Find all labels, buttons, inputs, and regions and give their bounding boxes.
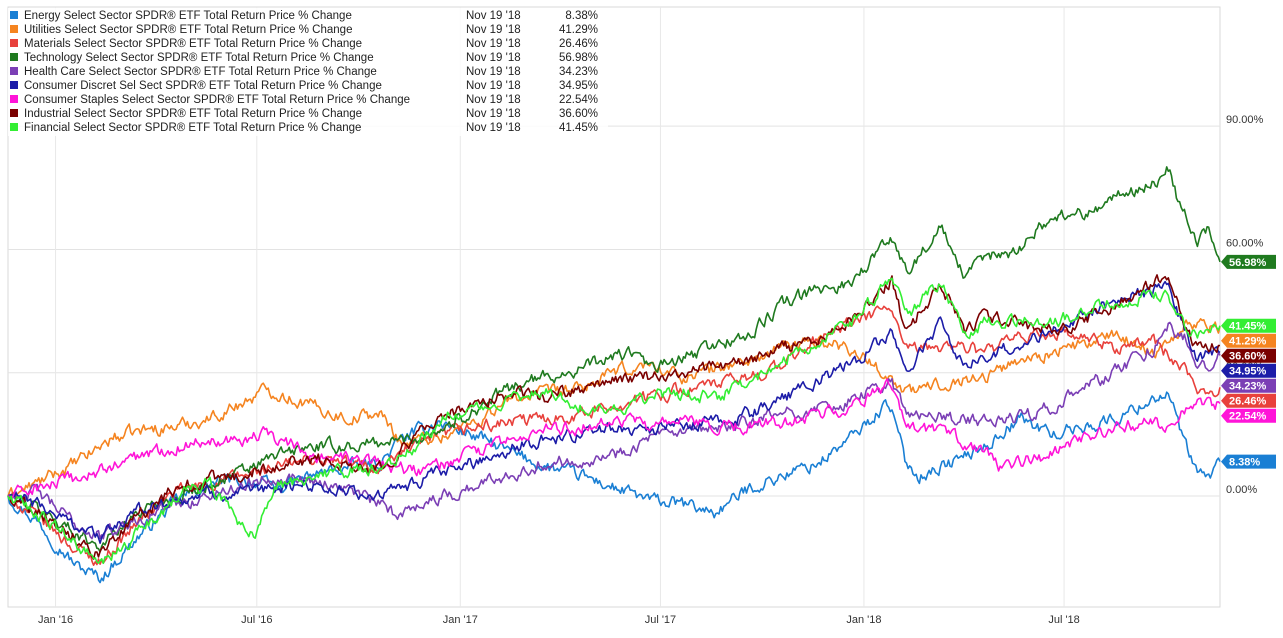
- legend-swatch: [10, 25, 18, 33]
- legend-value: 34.95%: [559, 80, 598, 92]
- last-value-badge: 41.45%: [1221, 318, 1276, 333]
- series-line: [7, 317, 1221, 499]
- legend-date: Nov 19 '18: [466, 66, 521, 78]
- legend-swatch: [10, 109, 18, 117]
- legend-value: 36.60%: [559, 108, 598, 120]
- last-value-badge-label: 34.23%: [1229, 381, 1267, 393]
- legend-series-name: Materials Select Sector SPDR® ETF Total …: [24, 38, 362, 50]
- legend-date: Nov 19 '18: [466, 10, 521, 22]
- legend-series-name: Health Care Select Sector SPDR® ETF Tota…: [24, 66, 377, 78]
- legend-swatch: [10, 39, 18, 47]
- last-value-badge-shape: [1221, 318, 1276, 333]
- last-value-badge: 41.29%: [1221, 333, 1276, 348]
- series-lines: [7, 166, 1221, 584]
- last-value-badge-shape: [1221, 408, 1276, 423]
- last-value-badge-shape: [1221, 254, 1276, 269]
- last-value-badge-label: 26.46%: [1229, 396, 1267, 408]
- x-tick-label: Jan '17: [443, 614, 478, 626]
- legend-swatch: [10, 123, 18, 131]
- series-line: [7, 277, 1221, 565]
- legend-value: 8.38%: [565, 10, 598, 22]
- legend-value: 22.54%: [559, 94, 598, 106]
- legend-date: Nov 19 '18: [466, 80, 521, 92]
- legend-date: Nov 19 '18: [466, 38, 521, 50]
- y-tick-label: 90.00%: [1226, 114, 1264, 126]
- legend-swatch: [10, 53, 18, 61]
- legend-series-name: Technology Select Sector SPDR® ETF Total…: [24, 52, 374, 64]
- legend-date: Nov 19 '18: [466, 24, 521, 36]
- legend-background: [8, 8, 608, 136]
- legend-swatch: [10, 81, 18, 89]
- last-value-badge: 26.46%: [1221, 393, 1276, 408]
- legend-value: 56.98%: [559, 52, 598, 64]
- legend-swatch: [10, 11, 18, 19]
- legend-value: 41.45%: [559, 122, 598, 134]
- legend-date: Nov 19 '18: [466, 52, 521, 64]
- last-value-badge-label: 41.45%: [1229, 321, 1267, 333]
- plot-frame: [7, 6, 1221, 608]
- legend-series-name: Utilities Select Sector SPDR® ETF Total …: [24, 24, 352, 36]
- legend-swatch: [10, 95, 18, 103]
- legend-series-name: Energy Select Sector SPDR® ETF Total Ret…: [24, 10, 352, 22]
- last-value-badge-label: 56.98%: [1229, 257, 1267, 269]
- series-line: [7, 166, 1221, 553]
- legend-value: 41.29%: [559, 24, 598, 36]
- legend-date: Nov 19 '18: [466, 122, 521, 134]
- legend-series-name: Industrial Select Sector SPDR® ETF Total…: [24, 108, 362, 120]
- series-line: [7, 321, 1221, 540]
- x-tick-label: Jan '16: [38, 614, 73, 626]
- last-value-badge: 34.95%: [1221, 363, 1276, 378]
- legend-series-name: Consumer Staples Select Sector SPDR® ETF…: [24, 94, 410, 106]
- legend-date: Nov 19 '18: [466, 108, 521, 120]
- last-value-badge: 22.54%: [1221, 408, 1276, 423]
- legend-series-name: Consumer Discret Sel Sect SPDR® ETF Tota…: [24, 80, 382, 92]
- last-value-badge-label: 8.38%: [1229, 457, 1260, 469]
- last-value-badge: 36.60%: [1221, 348, 1276, 363]
- y-tick-label: 0.00%: [1226, 484, 1257, 496]
- x-tick-label: Jul '17: [645, 614, 676, 626]
- series-line: [7, 280, 1221, 545]
- last-value-badge-shape: [1221, 363, 1276, 378]
- last-value-badges: 56.98% 41.45% 41.29% 36.60% 34.95% 34.23% 26.4…: [1221, 254, 1276, 469]
- last-value-badge-shape: [1221, 393, 1276, 408]
- last-value-badge-shape: [1221, 333, 1276, 348]
- series-line: [7, 378, 1221, 498]
- legend-value: 34.23%: [559, 66, 598, 78]
- last-value-badge-shape: [1221, 348, 1276, 363]
- last-value-badge: 34.23%: [1221, 378, 1276, 393]
- last-value-badge: 56.98%: [1221, 254, 1276, 269]
- last-value-badge-label: 34.95%: [1229, 366, 1267, 378]
- last-value-badge-shape: [1221, 378, 1276, 393]
- x-tick-label: Jan '18: [846, 614, 881, 626]
- last-value-badge: 8.38%: [1221, 454, 1276, 469]
- x-tick-label: Jul '18: [1048, 614, 1079, 626]
- legend-series-name: Financial Select Sector SPDR® ETF Total …: [24, 122, 361, 134]
- legend-swatch: [10, 67, 18, 75]
- last-value-badge-shape: [1221, 454, 1276, 469]
- y-tick-label: 60.00%: [1226, 237, 1264, 249]
- x-tick-label: Jul '16: [241, 614, 272, 626]
- last-value-badge-label: 22.54%: [1229, 411, 1267, 423]
- last-value-badge-label: 41.29%: [1229, 336, 1267, 348]
- legend: Energy Select Sector SPDR® ETF Total Ret…: [8, 8, 608, 136]
- last-value-badge-label: 36.60%: [1229, 351, 1267, 363]
- legend-value: 26.46%: [559, 38, 598, 50]
- legend-date: Nov 19 '18: [466, 94, 521, 106]
